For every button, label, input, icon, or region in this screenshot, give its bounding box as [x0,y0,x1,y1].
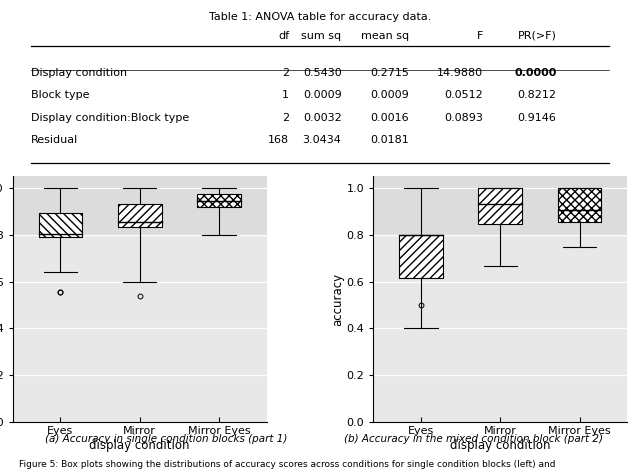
Text: (b) Accuracy in the mixed condition block (part 2): (b) Accuracy in the mixed condition bloc… [344,434,603,444]
X-axis label: display condition: display condition [90,439,190,452]
Text: mean sq: mean sq [361,31,409,41]
Text: 1: 1 [282,90,289,100]
Bar [197,194,241,207]
Bar [479,188,522,224]
Bar [38,213,82,237]
Bar [373,174,627,235]
Bar [13,235,267,421]
Text: 168: 168 [268,135,289,145]
Text: 0.9146: 0.9146 [518,113,557,123]
Text: PR(>F): PR(>F) [518,31,557,41]
Text: 0.0893: 0.0893 [444,113,483,123]
Text: F: F [476,31,483,41]
Text: Display condition: Display condition [31,68,127,78]
Text: 0.0032: 0.0032 [303,113,342,123]
Text: 0.2715: 0.2715 [370,68,409,78]
Bar [399,235,443,279]
Text: 14.9880: 14.9880 [436,68,483,78]
Text: 0.0009: 0.0009 [371,90,409,100]
X-axis label: display condition: display condition [450,439,550,452]
Text: df: df [278,31,289,41]
Bar [479,188,522,224]
Text: Display condition:Block type: Display condition:Block type [31,113,189,123]
Text: sum sq: sum sq [301,31,342,41]
Text: 0.0016: 0.0016 [371,113,409,123]
Bar [558,188,602,222]
Bar [13,174,267,235]
Bar [38,213,82,237]
Y-axis label: accuracy: accuracy [331,272,344,325]
Text: 0.5430: 0.5430 [303,68,342,78]
Bar [558,188,602,222]
Bar [118,204,161,227]
Text: (a) Accuracy in single condition blocks (part 1): (a) Accuracy in single condition blocks … [45,434,287,444]
Text: Table 1: ANOVA table for accuracy data.: Table 1: ANOVA table for accuracy data. [209,12,431,22]
Text: 0.0181: 0.0181 [371,135,409,145]
Bar [373,235,627,421]
Text: 0.0512: 0.0512 [444,90,483,100]
Text: 0.0009: 0.0009 [303,90,342,100]
Text: Residual: Residual [31,135,79,145]
Text: 0.0000: 0.0000 [514,68,557,78]
Text: 2: 2 [282,113,289,123]
Text: Figure 5: Box plots showing the distributions of accuracy scores across conditio: Figure 5: Box plots showing the distribu… [19,460,556,469]
Bar [197,194,241,207]
Text: Block type: Block type [31,90,90,100]
Bar [399,235,443,279]
Text: 3.0434: 3.0434 [303,135,342,145]
Bar [118,204,161,227]
Text: 0.8212: 0.8212 [518,90,557,100]
Text: 2: 2 [282,68,289,78]
